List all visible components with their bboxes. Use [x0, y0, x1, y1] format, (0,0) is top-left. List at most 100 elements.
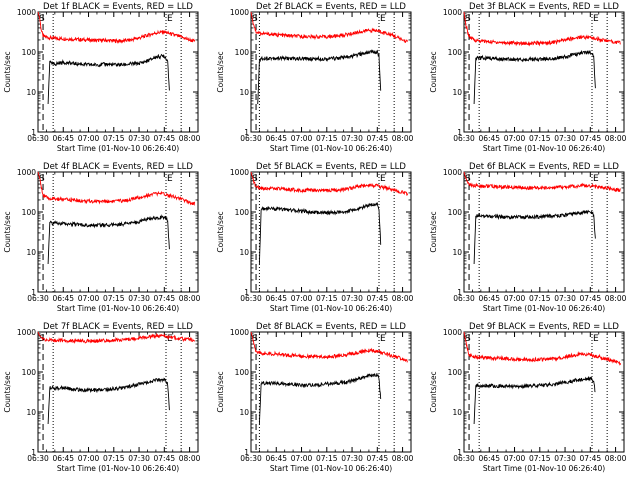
y-tick-label: 100: [22, 368, 37, 377]
y-tick-label: 10: [452, 88, 462, 97]
y-axis-label: Counts/sec: [429, 51, 438, 92]
x-tick-label: 07:15: [103, 454, 125, 463]
plot-frame: [37, 171, 199, 293]
y-tick-label: 1: [31, 448, 36, 457]
marker-E: E: [167, 14, 173, 24]
x-tick-label: 07:00: [504, 134, 526, 143]
y-axis-label: Counts/sec: [216, 211, 225, 252]
series-line-events-black: [473, 209, 596, 265]
y-axis-label: Counts/sec: [429, 371, 438, 412]
y-tick-label: 1000: [443, 168, 462, 177]
marker-E: E: [593, 174, 599, 184]
x-axis-label: Start Time (01-Nov-10 06:26:40): [483, 144, 605, 153]
x-tick-label: 07:45: [367, 294, 389, 303]
series-line-lld-red: [463, 11, 621, 47]
x-axis-label: Start Time (01-Nov-10 06:26:40): [270, 304, 392, 313]
series-line-events-black: [257, 49, 382, 105]
marker-S: S: [252, 14, 258, 24]
x-tick-label: 07:15: [103, 294, 125, 303]
chart-title: Det 1f BLACK = Events, RED = LLD: [43, 2, 193, 12]
chart-panel-2: Det 2f BLACK = Events, RED = LLD 1 10 100 10…: [216, 2, 414, 153]
series-line-lld-red: [37, 331, 196, 344]
series-line-events-black: [47, 377, 170, 425]
y-tick-label: 100: [235, 48, 250, 57]
y-tick-label: 100: [22, 208, 37, 217]
y-tick-label: 10: [26, 248, 36, 257]
marker-E: E: [167, 174, 173, 184]
plot-frame: [463, 171, 625, 293]
plot-frame: [37, 11, 199, 133]
x-tick-label: 08:00: [392, 294, 414, 303]
y-axis-label: Counts/sec: [429, 211, 438, 252]
y-tick-label: 10: [26, 408, 36, 417]
y-tick-label: 100: [235, 208, 250, 217]
x-tick-label: 08:00: [392, 454, 414, 463]
x-tick-label: 06:45: [52, 134, 74, 143]
x-tick-label: 06:30: [27, 294, 49, 303]
x-tick-label: 07:45: [154, 454, 176, 463]
x-tick-label: 07:15: [529, 454, 551, 463]
x-axis-label: Start Time (01-Nov-10 06:26:40): [270, 144, 392, 153]
y-axis-label: Counts/sec: [216, 51, 225, 92]
y-tick-label: 10: [26, 88, 36, 97]
y-tick-label: 100: [22, 48, 37, 57]
y-tick-label: 1: [457, 288, 462, 297]
chart-title: Det 3f BLACK = Events, RED = LLD: [469, 2, 619, 12]
y-axis-label: Counts/sec: [216, 371, 225, 412]
x-tick-label: 06:45: [52, 294, 74, 303]
y-tick-label: 1: [244, 448, 249, 457]
x-axis-label: Start Time (01-Nov-10 06:26:40): [270, 464, 392, 473]
y-tick-label: 10: [452, 408, 462, 417]
x-tick-label: 06:45: [265, 294, 287, 303]
plot-frame: [463, 331, 625, 453]
x-tick-label: 06:30: [27, 454, 49, 463]
x-tick-label: 07:15: [529, 294, 551, 303]
x-tick-label: 07:00: [291, 454, 313, 463]
x-tick-label: 07:45: [154, 134, 176, 143]
chart-title: Det 5f BLACK = Events, RED = LLD: [256, 162, 406, 172]
y-tick-label: 10: [239, 408, 249, 417]
y-tick-label: 1000: [443, 8, 462, 17]
x-tick-label: 07:30: [554, 294, 576, 303]
x-tick-label: 07:30: [128, 294, 150, 303]
y-tick-label: 100: [235, 368, 250, 377]
x-tick-label: 06:30: [453, 134, 475, 143]
x-tick-label: 07:30: [341, 294, 363, 303]
x-tick-label: 06:45: [265, 134, 287, 143]
series-line-events-black: [258, 202, 382, 265]
chart-panel-1: Det 1f BLACK = Events, RED = LLD 1 10 100 10…: [3, 2, 201, 153]
x-tick-label: 08:00: [392, 134, 414, 143]
series-line-lld-red: [250, 171, 409, 197]
x-tick-label: 07:30: [554, 134, 576, 143]
marker-S: S: [252, 174, 258, 184]
y-tick-label: 1000: [17, 168, 36, 177]
y-tick-label: 100: [448, 48, 463, 57]
x-tick-label: 08:00: [179, 134, 201, 143]
x-tick-label: 07:45: [580, 454, 602, 463]
x-tick-label: 07:30: [128, 134, 150, 143]
series-line-lld-red: [250, 331, 408, 363]
x-tick-label: 07:00: [504, 454, 526, 463]
y-tick-label: 10: [239, 248, 249, 257]
marker-E: E: [593, 14, 599, 24]
y-tick-label: 100: [448, 208, 463, 217]
plot-frame: [250, 11, 412, 133]
x-tick-label: 07:15: [316, 134, 338, 143]
plot-frame: [37, 331, 199, 453]
x-tick-label: 08:00: [605, 294, 627, 303]
series-line-events-black: [258, 373, 382, 425]
x-axis-label: Start Time (01-Nov-10 06:26:40): [57, 304, 179, 313]
plot-frame: [250, 331, 412, 453]
y-tick-label: 1: [244, 288, 249, 297]
x-tick-label: 06:45: [478, 134, 500, 143]
chart-panel-3: Det 3f BLACK = Events, RED = LLD 1 10 100 10…: [429, 2, 627, 153]
x-tick-label: 06:45: [478, 294, 500, 303]
x-axis-label: Start Time (01-Nov-10 06:26:40): [57, 144, 179, 153]
series-line-events-black: [47, 53, 170, 105]
chart-panel-6: Det 6f BLACK = Events, RED = LLD 1 10 100 10…: [429, 162, 627, 313]
marker-S: S: [465, 14, 471, 24]
x-tick-label: 07:15: [316, 454, 338, 463]
series-line-events-black: [47, 214, 170, 265]
x-tick-label: 07:00: [78, 294, 100, 303]
chart-title: Det 6f BLACK = Events, RED = LLD: [469, 162, 619, 172]
